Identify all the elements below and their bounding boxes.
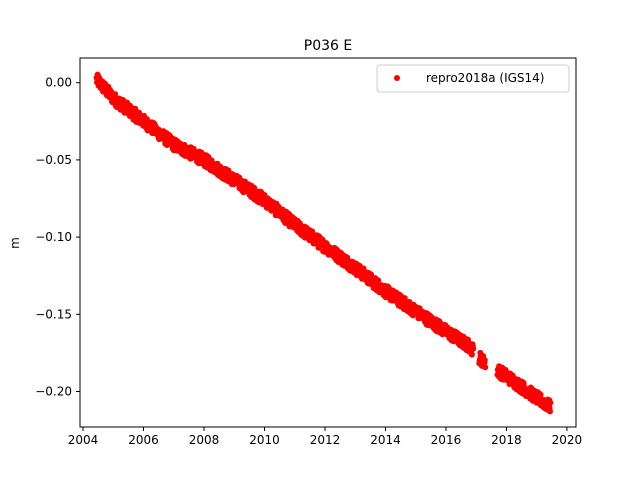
y-axis-label: m — [8, 237, 22, 249]
legend: repro2018a (IGS14) — [376, 64, 570, 93]
data-point — [547, 408, 553, 415]
legend-label: repro2018a (IGS14) — [426, 71, 544, 85]
data-point — [482, 364, 489, 371]
chart-title: P036 E — [304, 38, 352, 54]
y-tick-label: −0.20 — [35, 384, 72, 398]
data-point — [479, 354, 486, 361]
x-tick-label: 2018 — [491, 433, 522, 447]
data-point — [470, 345, 477, 352]
legend-box — [376, 64, 570, 93]
x-tick-label: 2012 — [310, 433, 341, 447]
data-points — [93, 71, 554, 415]
x-tick-label: 2004 — [68, 433, 99, 447]
data-point — [537, 391, 544, 398]
y-tick-label: 0.00 — [45, 76, 72, 90]
data-point — [112, 91, 119, 98]
legend-marker — [394, 75, 400, 81]
data-point — [225, 167, 232, 174]
x-tick-label: 2006 — [128, 433, 159, 447]
plot-frame — [79, 57, 577, 428]
x-tick-label: 2008 — [189, 433, 220, 447]
data-point — [468, 351, 475, 358]
y-tick-label: −0.15 — [35, 307, 72, 321]
y-tick-label: −0.05 — [35, 153, 72, 167]
y-tick-label: −0.10 — [35, 230, 72, 244]
x-tick-label: 2010 — [249, 433, 280, 447]
data-point — [547, 399, 554, 406]
axes: 2004 2006 2008 2010 2012 2014 2016 2018 2020 0.00… — [35, 57, 583, 447]
x-tick-label: 2020 — [552, 433, 583, 447]
data-point — [479, 359, 486, 366]
x-tick-label: 2014 — [370, 433, 401, 447]
x-tick-label: 2016 — [431, 433, 462, 447]
data-point — [401, 295, 408, 302]
